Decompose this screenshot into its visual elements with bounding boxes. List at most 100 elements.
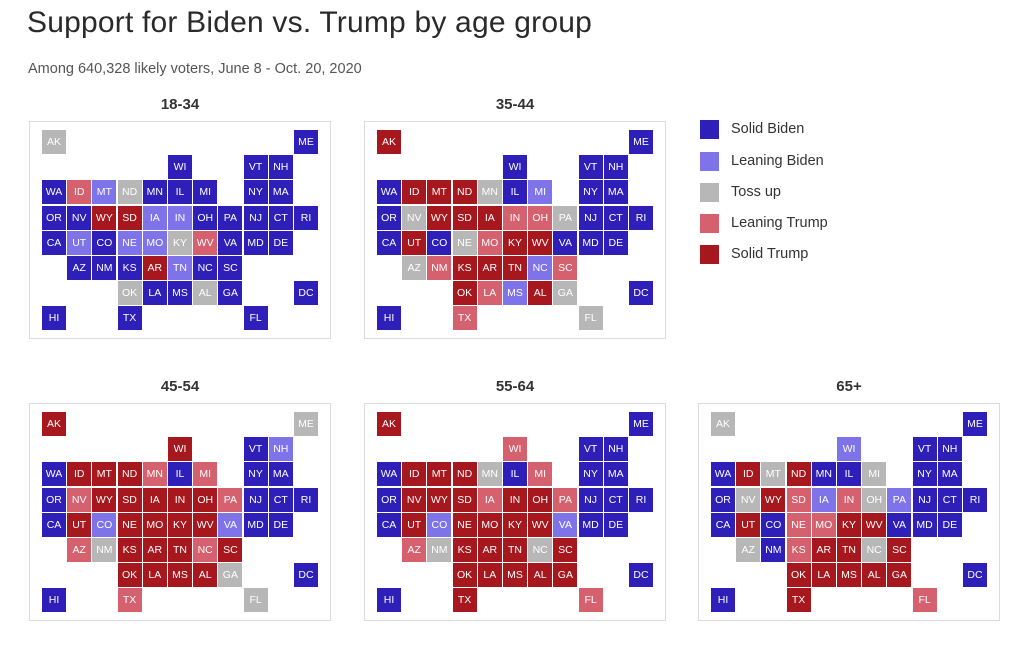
state-tile-ok: OK — [117, 563, 142, 588]
state-tile-md: MD — [243, 230, 268, 255]
state-tile-de: DE — [268, 230, 293, 255]
state-tile-al: AL — [528, 281, 553, 306]
state-tile-ia: IA — [477, 205, 502, 230]
state-tile-ky: KY — [503, 512, 527, 537]
state-tile-al: AL — [862, 563, 887, 588]
state-tile-fl: FL — [243, 588, 268, 613]
state-tile-me: ME — [294, 412, 318, 436]
state-tile-wa: WA — [711, 462, 735, 487]
state-tile-tx: TX — [786, 588, 811, 613]
state-tile-ar: AR — [811, 538, 836, 562]
state-tile-al: AL — [193, 563, 218, 588]
state-tile-mi: MI — [528, 180, 553, 205]
state-tile-va: VA — [553, 230, 578, 255]
state-tile-ca: CA — [42, 512, 66, 537]
state-tile-oh: OH — [862, 487, 887, 512]
state-tile-ms: MS — [168, 281, 192, 306]
state-tile-sd: SD — [117, 205, 142, 230]
state-tile-ar: AR — [142, 538, 167, 562]
state-tile-nh: NH — [268, 437, 293, 462]
state-tile-ga: GA — [553, 281, 578, 306]
state-tile-oh: OH — [528, 487, 553, 512]
state-tile-az: AZ — [736, 538, 761, 562]
state-tile-in: IN — [168, 487, 192, 512]
state-tile-ks: KS — [117, 538, 142, 562]
state-tile-ga: GA — [887, 563, 912, 588]
state-tile-ca: CA — [711, 512, 735, 537]
state-tile-la: LA — [477, 281, 502, 306]
state-tile-id: ID — [402, 462, 427, 487]
state-tile-tn: TN — [503, 256, 527, 280]
state-tile-dc: DC — [963, 563, 987, 588]
state-tile-ar: AR — [477, 256, 502, 280]
state-tile-mo: MO — [142, 230, 167, 255]
state-tile-sc: SC — [218, 538, 243, 562]
state-tile-in: IN — [503, 487, 527, 512]
state-tile-fl: FL — [578, 306, 603, 331]
state-tile-ne: NE — [117, 512, 142, 537]
state-tile-il: IL — [503, 180, 527, 205]
state-tile-md: MD — [578, 230, 603, 255]
state-tile-ia: IA — [477, 487, 502, 512]
state-tile-nd: ND — [117, 462, 142, 487]
state-tile-wi: WI — [168, 155, 192, 180]
state-tile-il: IL — [837, 462, 861, 487]
state-tile-wi: WI — [503, 155, 527, 180]
state-tile-ct: CT — [268, 205, 293, 230]
chart-subtitle: Among 640,328 likely voters, June 8 - Oc… — [28, 61, 362, 77]
legend-item-toss-up: Toss up — [700, 182, 781, 202]
state-tile-md: MD — [912, 512, 937, 537]
state-tile-vt: VT — [578, 437, 603, 462]
state-tile-ms: MS — [503, 281, 527, 306]
state-tile-ak: AK — [711, 412, 735, 436]
state-tile-ri: RI — [629, 487, 653, 512]
state-tile-nj: NJ — [578, 487, 603, 512]
state-tile-ut: UT — [67, 512, 92, 537]
state-tile-tn: TN — [168, 538, 192, 562]
state-tile-oh: OH — [193, 205, 218, 230]
state-tile-la: LA — [142, 281, 167, 306]
tile-map-panel: AK ME WI VT NH WA ID MT ND MN IL MI NY MA OR NV WY SD IA IN… — [29, 121, 331, 339]
state-tile-dc: DC — [294, 563, 318, 588]
state-tile-tx: TX — [117, 588, 142, 613]
state-tile-va: VA — [887, 512, 912, 537]
state-tile-id: ID — [67, 462, 92, 487]
state-tile-wy: WY — [427, 487, 452, 512]
state-tile-tn: TN — [837, 538, 861, 562]
state-tile-co: CO — [92, 512, 117, 537]
state-tile-co: CO — [92, 230, 117, 255]
state-tile-nc: NC — [862, 538, 887, 562]
state-tile-nj: NJ — [243, 487, 268, 512]
state-tile-ak: AK — [42, 130, 66, 154]
state-tile-vt: VT — [243, 155, 268, 180]
state-tile-dc: DC — [294, 281, 318, 306]
state-tile-mt: MT — [92, 462, 117, 487]
state-tile-hi: HI — [711, 588, 735, 613]
state-tile-or: OR — [377, 487, 401, 512]
state-tile-nc: NC — [528, 256, 553, 280]
state-tile-wv: WV — [528, 512, 553, 537]
state-tile-nv: NV — [736, 487, 761, 512]
state-tile-ia: IA — [142, 205, 167, 230]
state-tile-ny: NY — [578, 462, 603, 487]
state-tile-ks: KS — [452, 256, 477, 280]
state-tile-pa: PA — [218, 487, 243, 512]
state-tile-pa: PA — [553, 205, 578, 230]
state-tile-me: ME — [294, 130, 318, 154]
state-tile-pa: PA — [218, 205, 243, 230]
state-tile-ar: AR — [477, 538, 502, 562]
state-tile-nm: NM — [92, 256, 117, 280]
state-tile-de: DE — [603, 230, 628, 255]
state-tile-ny: NY — [243, 180, 268, 205]
state-tile-ne: NE — [786, 512, 811, 537]
state-tile-tx: TX — [117, 306, 142, 331]
panel-title: 65+ — [836, 378, 862, 395]
state-tile-ak: AK — [377, 412, 401, 436]
legend-item-solid-biden: Solid Biden — [700, 119, 804, 139]
state-tile-co: CO — [761, 512, 786, 537]
state-tile-hi: HI — [377, 588, 401, 613]
state-tile-ia: IA — [811, 487, 836, 512]
panel-title: 35-44 — [495, 96, 535, 113]
state-tile-pa: PA — [553, 487, 578, 512]
state-tile-sc: SC — [553, 538, 578, 562]
